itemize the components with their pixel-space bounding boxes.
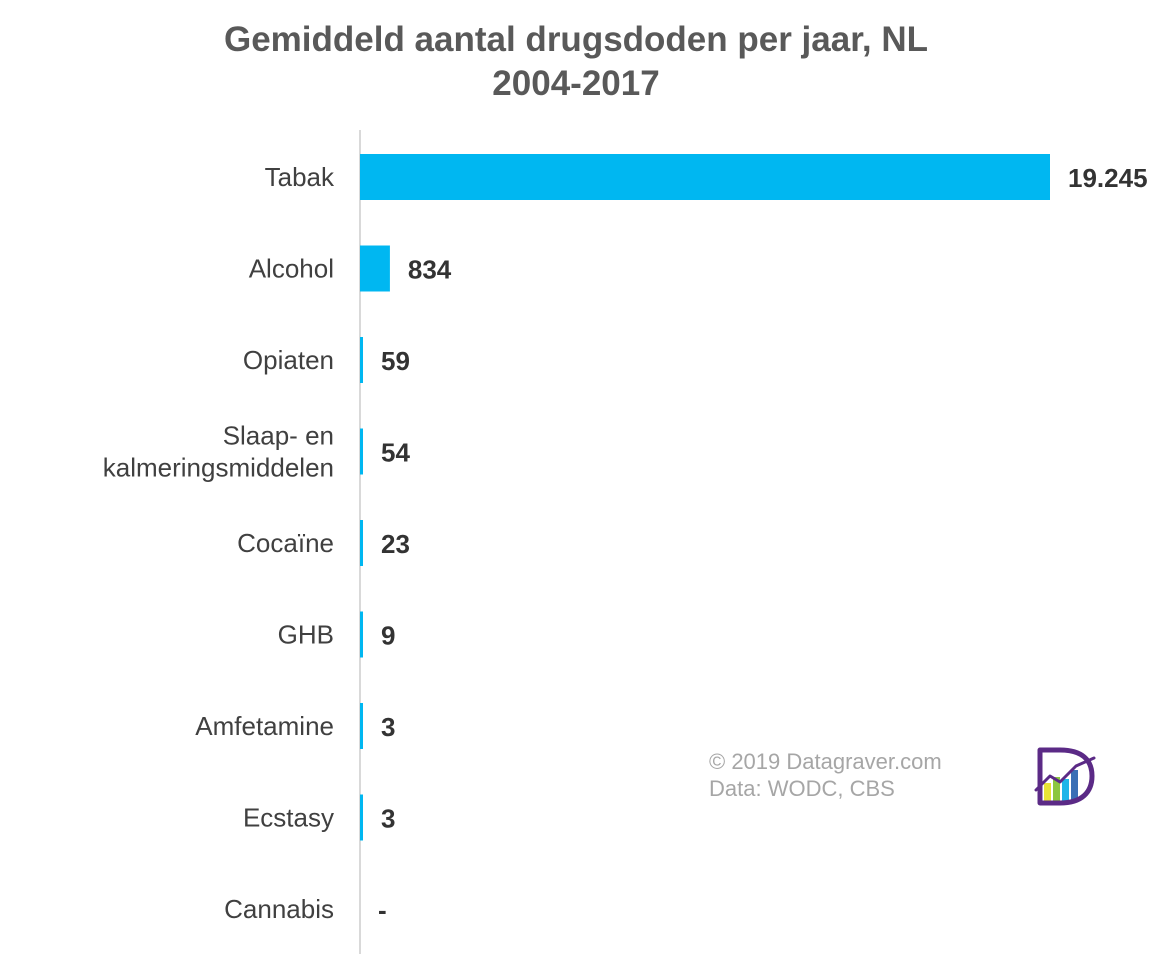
category-label-line: Amfetamine: [195, 711, 334, 741]
category-label-line: Cannabis: [224, 894, 334, 924]
value-labels-group: 19.245 834 59 54 23 9 3 3 -: [378, 163, 1148, 925]
category-label: Tabak: [265, 162, 335, 192]
chart-subtitle: 2004-2017: [492, 64, 660, 103]
chart-title: Gemiddeld aantal drugsdoden per jaar, NL: [223, 20, 929, 59]
bar-3: [360, 428, 363, 475]
category-label: Ecstasy: [243, 803, 334, 833]
category-labels-group: Tabak Alcohol Opiaten Slaap- en kalmeringsmi…: [103, 162, 335, 924]
category-label: Cannabis: [224, 894, 334, 924]
value-label: 19.245: [1068, 163, 1148, 193]
datagraver-logo-icon: [1034, 747, 1096, 806]
value-label: 3: [381, 804, 395, 834]
bar-6: [360, 703, 363, 749]
category-label-line: Tabak: [265, 162, 335, 192]
bar-0: [360, 154, 1050, 200]
value-label: 54: [381, 438, 410, 468]
bar-7: [360, 794, 363, 841]
credit-line-1: © 2019 Datagraver.com: [709, 749, 942, 774]
chart-title-block: Gemiddeld aantal drugsdoden per jaar, NL…: [0, 18, 1152, 106]
category-label-line: kalmeringsmiddelen: [103, 453, 334, 483]
category-label: Amfetamine: [195, 711, 334, 741]
category-label-line: Opiaten: [243, 345, 334, 375]
value-label: 59: [381, 346, 410, 376]
value-label: 9: [381, 621, 395, 651]
category-label-line: Slaap- en: [223, 421, 334, 451]
category-label: Opiaten: [243, 345, 334, 375]
credit-text: © 2019 Datagraver.com Data: WODC, CBS: [709, 748, 942, 802]
category-label: Slaap- en kalmeringsmiddelen: [103, 421, 334, 483]
category-label: Cocaïne: [237, 528, 334, 558]
category-label: Alcohol: [249, 254, 334, 284]
value-label: 23: [381, 529, 410, 559]
category-label-line: GHB: [278, 620, 334, 650]
value-label: 3: [381, 712, 395, 742]
category-label-line: Ecstasy: [243, 803, 334, 833]
value-label: 834: [408, 255, 452, 285]
bar-5: [360, 611, 363, 658]
category-label: GHB: [278, 620, 334, 650]
category-label-line: Alcohol: [249, 254, 334, 284]
credit-line-2: Data: WODC, CBS: [709, 776, 895, 801]
bar-1: [360, 245, 390, 292]
bars-group: [360, 154, 1050, 841]
bar-2: [360, 337, 363, 383]
value-label: -: [378, 895, 387, 925]
category-label-line: Cocaïne: [237, 528, 334, 558]
bar-4: [360, 520, 363, 566]
